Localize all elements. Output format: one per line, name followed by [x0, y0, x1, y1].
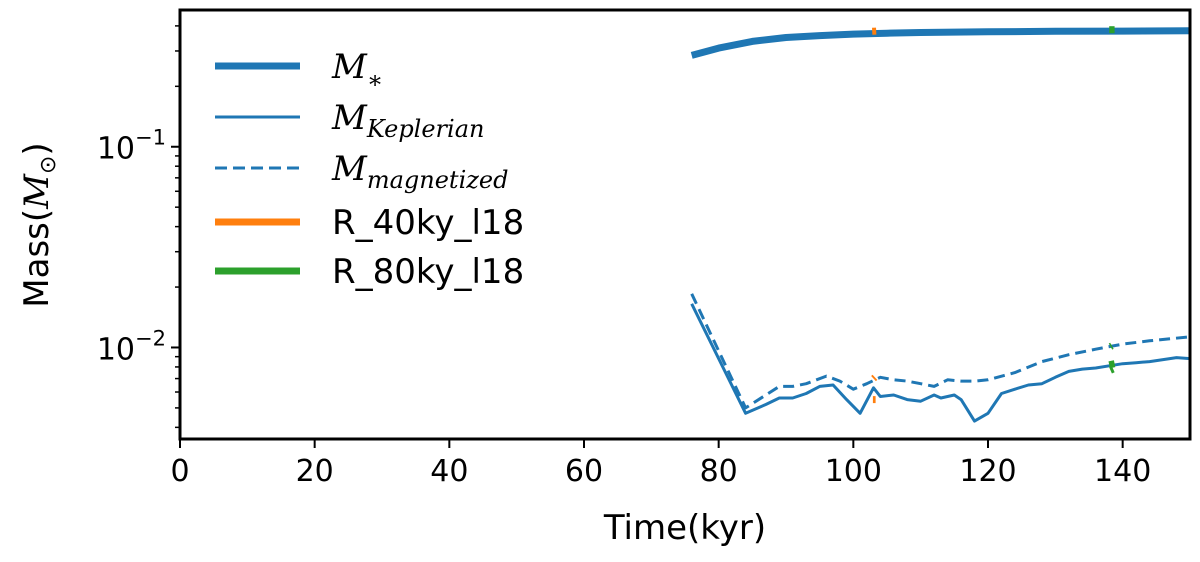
series-r-80ky-l18-marker-2	[1109, 365, 1115, 374]
series-m--line	[690, 27, 1191, 59]
legend-label-r80: R_80ky_l18	[332, 252, 524, 292]
x-tick-label: 120	[959, 454, 1016, 489]
x-tick-label: 140	[1094, 454, 1151, 489]
plot-frame	[178, 8, 1192, 441]
y-tick-label: 10−2	[97, 326, 166, 367]
legend-label-mmagnetized: Mmagnetized	[331, 149, 508, 194]
series-m-keplerian-line	[690, 303, 1191, 423]
x-tick-label: 60	[565, 454, 603, 489]
series-r-80ky-l18-marker-1	[1108, 360, 1116, 369]
series-r-80ky-l18-marker-3	[1108, 342, 1114, 350]
y-tick-label: 10−1	[97, 126, 166, 167]
x-tick-label: 40	[430, 454, 468, 489]
y-axis: 10−1 10−2	[97, 25, 180, 429]
series-r-40ky-l18-marker-2	[871, 374, 878, 382]
x-axis: 0 20 40 60 80 100 120 140	[170, 439, 1151, 489]
legend-label-r40: R_40ky_l18	[332, 203, 524, 243]
x-tick-label: 0	[170, 454, 189, 489]
legend-label-mstar: M∗	[331, 47, 383, 94]
legend: M∗ MKeplerian Mmagnetized R_40ky_l18 R_8…	[215, 47, 524, 292]
x-tick-label: 100	[825, 454, 882, 489]
y-axis-label: Mass(M⊙)	[17, 142, 61, 307]
legend-label-mkeplerian: MKeplerian	[331, 98, 484, 143]
series-m-magnetized-line	[690, 293, 1191, 410]
plot-lines	[690, 26, 1191, 423]
x-axis-label: Time(kyr)	[603, 508, 766, 548]
x-tick-label: 20	[296, 454, 334, 489]
x-tick-label: 80	[700, 454, 738, 489]
